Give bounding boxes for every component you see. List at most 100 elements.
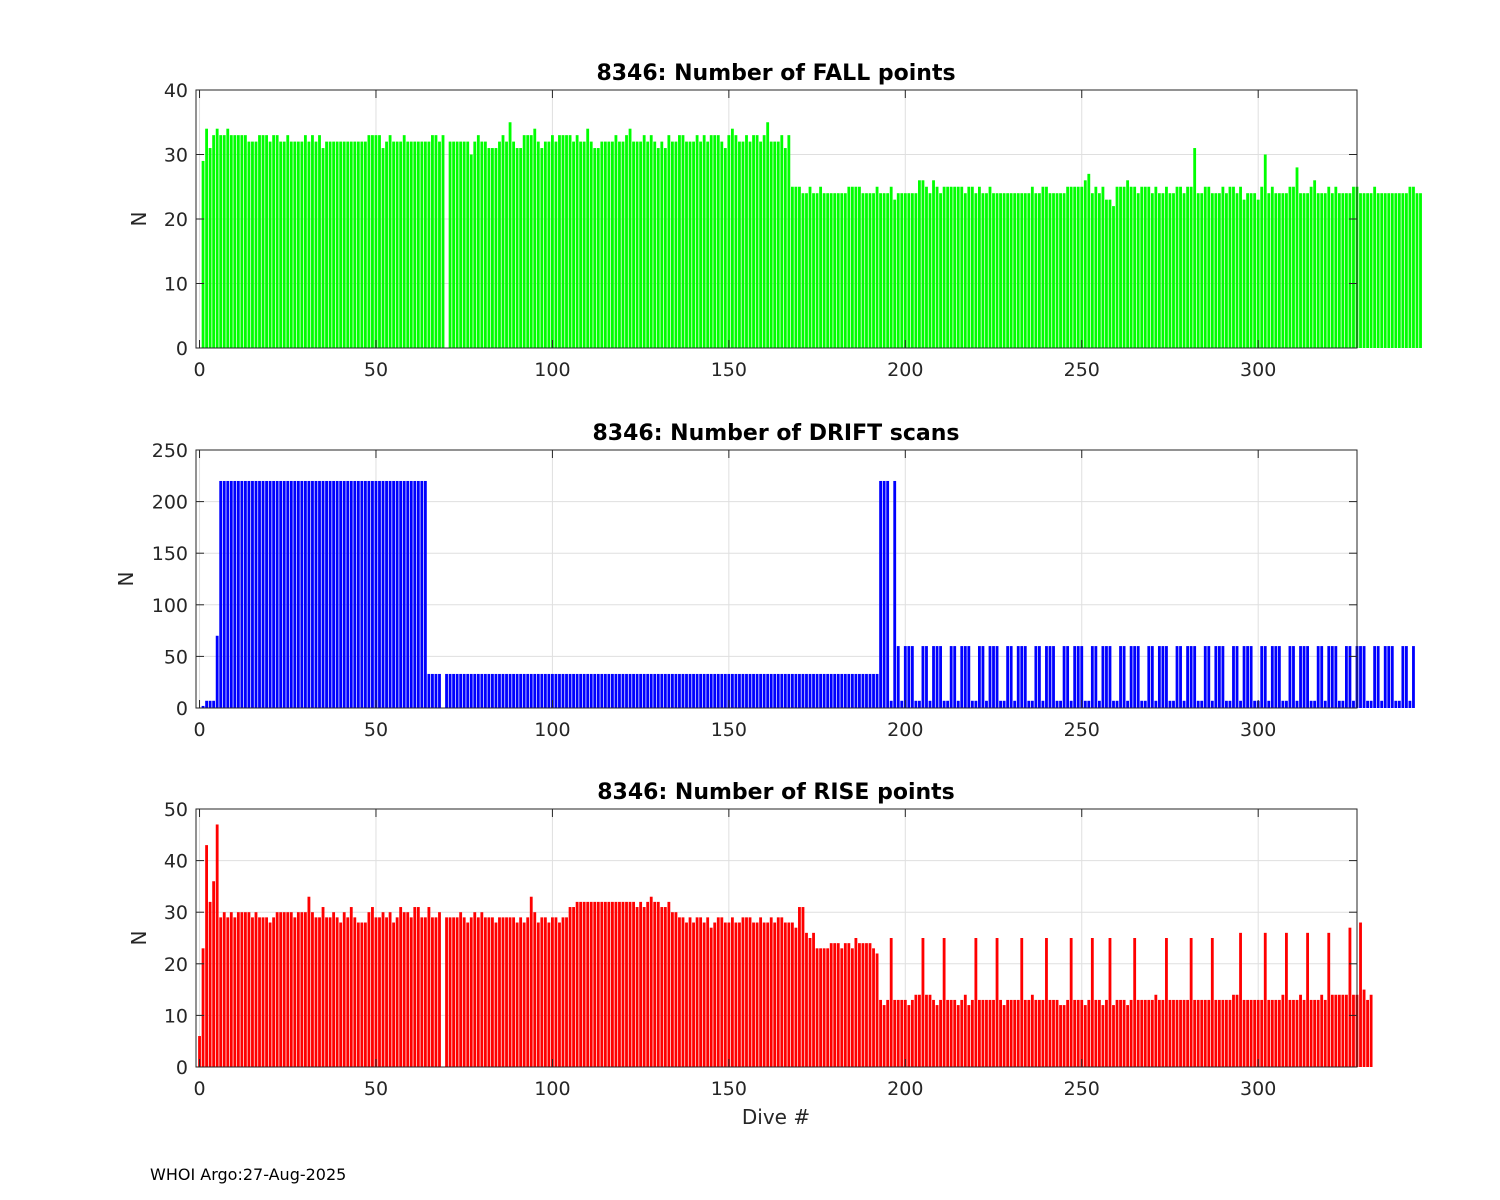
bar [342,912,346,1067]
bar [985,193,988,348]
bar [826,948,830,1067]
bar [1073,186,1077,348]
bar [1292,646,1295,708]
y-tick-label: 20 [164,209,188,231]
bar [378,480,381,708]
bar [205,845,208,1067]
bar [512,673,516,708]
bar [1323,193,1327,348]
bar [632,673,635,708]
bar [501,917,505,1067]
bar [363,922,367,1067]
bar [275,135,279,348]
bar [279,480,283,708]
bar [1108,646,1112,708]
bar [790,186,794,348]
bar [219,135,223,348]
bar [988,999,992,1067]
bar [438,912,441,1067]
bar [572,907,575,1067]
bar [1165,186,1168,348]
bar [596,673,600,708]
bar [603,901,607,1067]
bar [536,141,540,348]
bar [335,917,339,1067]
bar [1277,999,1281,1067]
bar [586,128,590,348]
bar [1401,646,1405,708]
x-tick-label: 300 [1240,719,1276,741]
bar [886,999,890,1067]
bar [1352,994,1355,1067]
bar [222,912,226,1067]
bar [339,922,343,1067]
bar [1221,999,1225,1067]
bar [946,999,950,1067]
bar [1034,193,1038,348]
bar [1062,1005,1066,1067]
bar [476,673,480,708]
bar [762,922,766,1067]
bar [738,141,741,348]
bar [226,128,230,348]
bar [1362,193,1366,348]
bar [956,1005,960,1067]
bar [540,673,544,708]
bar [519,673,523,708]
bar [462,917,466,1067]
bar [533,912,537,1067]
bar [392,480,396,708]
bar [529,135,533,348]
bar [1334,186,1338,348]
bar [921,180,925,348]
bar [879,999,883,1067]
bar [427,673,431,708]
bar [575,673,579,708]
bar [240,480,244,708]
bar [356,480,360,708]
bar [349,480,353,708]
bar [1263,932,1267,1067]
bar [794,673,798,708]
y-tick-label: 150 [152,543,188,565]
bar [416,141,420,348]
bar [635,907,639,1067]
bar [713,135,717,348]
bar [307,141,311,348]
bar [992,646,995,708]
bar [621,673,625,708]
bar [815,948,819,1067]
bar [720,673,724,708]
bar [360,480,364,708]
bar [289,141,293,348]
bar [773,141,777,348]
bar [988,186,992,348]
bar [374,917,378,1067]
bar [1232,994,1235,1067]
x-tick-label: 250 [1064,359,1100,381]
bar [385,141,388,348]
bar [1122,646,1126,708]
bar [776,673,780,708]
bar [1412,646,1415,708]
bar [1182,999,1186,1067]
bar [903,646,907,708]
bar [1299,646,1302,708]
bar [307,480,311,708]
bar [678,917,681,1067]
bar [1140,999,1144,1067]
bar [847,943,851,1067]
bar [212,700,216,708]
bar [240,135,244,348]
bar [378,917,381,1067]
bar [1380,193,1384,348]
bar [836,673,840,708]
bar [1006,646,1010,708]
bar [1210,193,1214,348]
bar [233,480,237,708]
bar [1270,999,1274,1067]
bar [1352,186,1355,348]
x-tick-label: 150 [711,1078,747,1100]
bar [515,922,519,1067]
bar [808,938,812,1067]
